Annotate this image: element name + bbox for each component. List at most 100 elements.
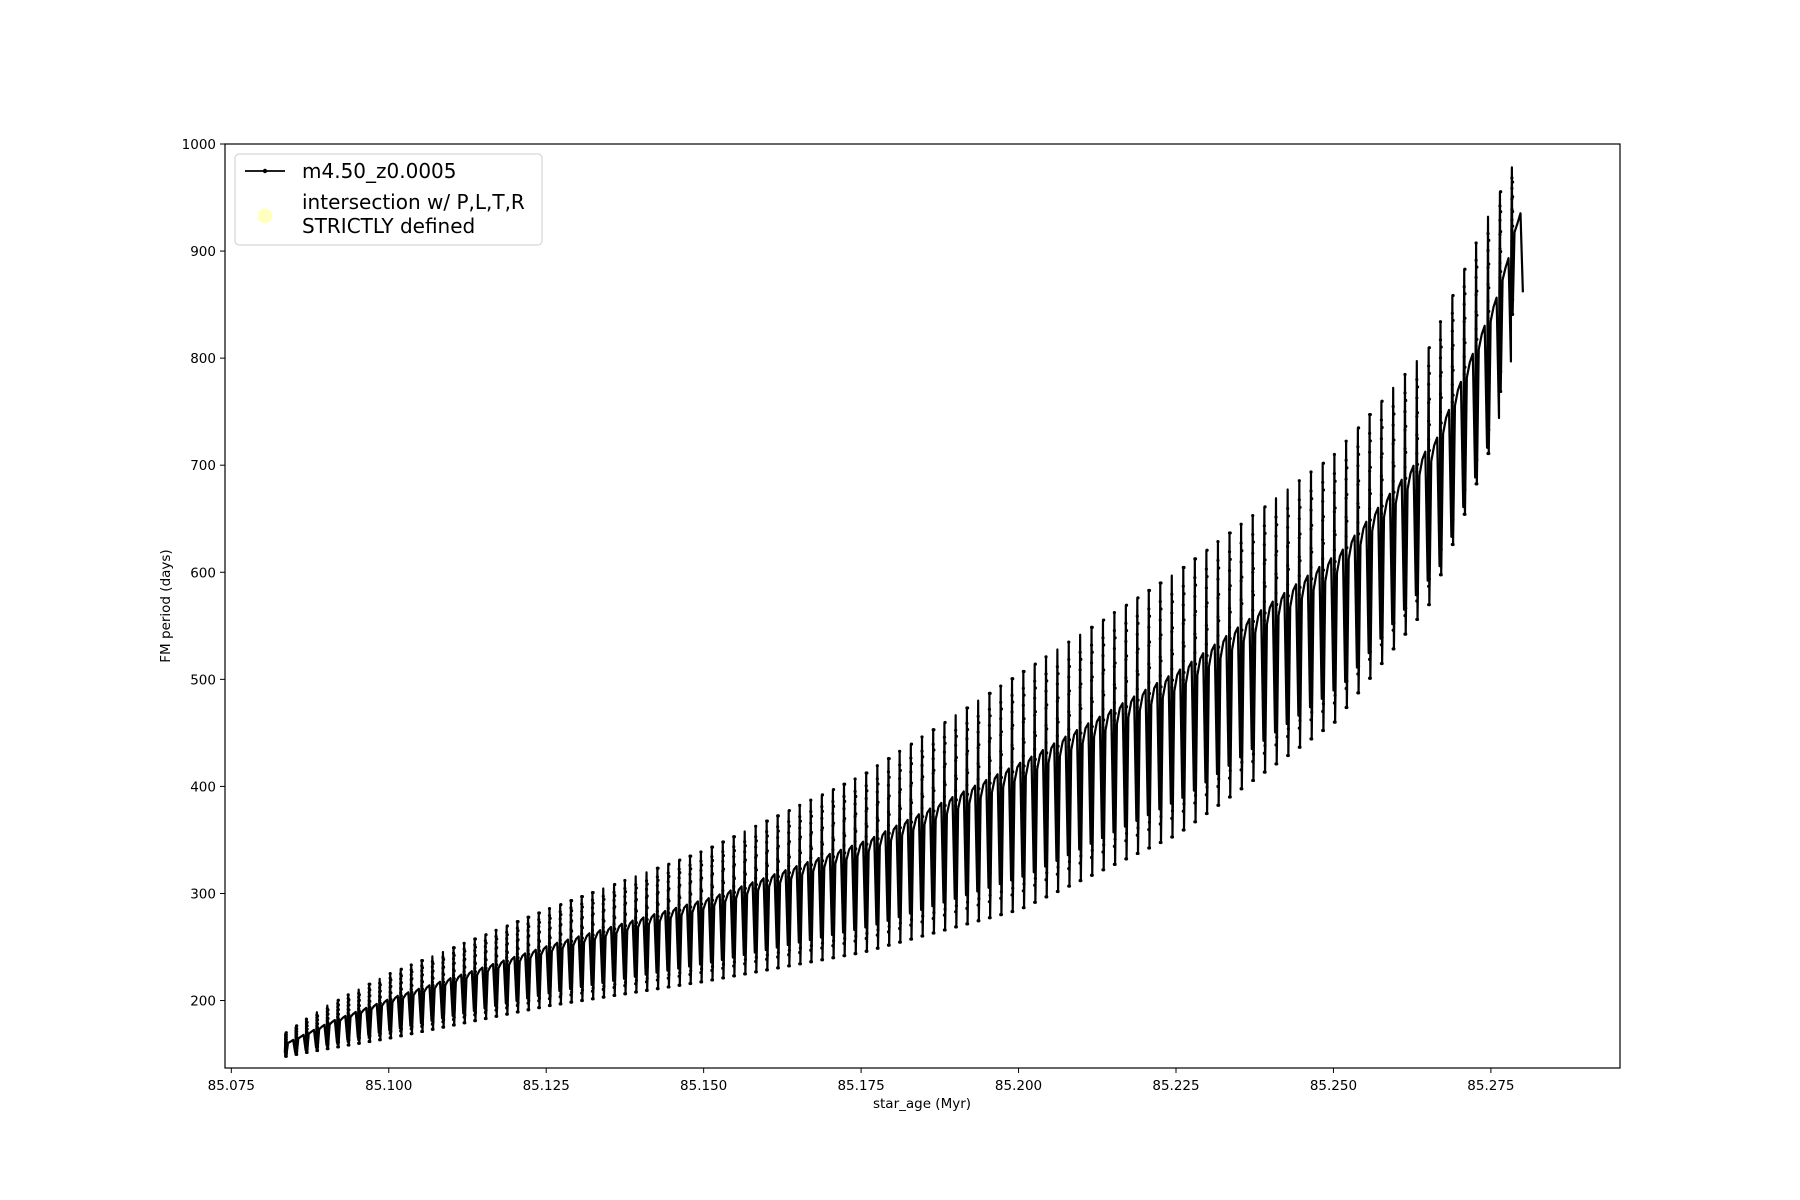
data-point bbox=[831, 932, 835, 936]
data-point bbox=[410, 1011, 414, 1015]
data-point bbox=[688, 872, 692, 876]
data-point bbox=[954, 774, 958, 778]
data-point bbox=[1450, 453, 1454, 458]
data-point bbox=[1010, 860, 1014, 864]
data-point bbox=[1101, 850, 1105, 854]
data-point bbox=[1498, 304, 1502, 308]
data-point bbox=[1251, 684, 1255, 688]
data-point bbox=[1124, 694, 1128, 698]
data-point bbox=[452, 1000, 456, 1004]
data-point bbox=[909, 784, 913, 788]
data-point bbox=[864, 822, 868, 826]
data-point bbox=[623, 984, 627, 988]
data-point bbox=[1182, 828, 1186, 832]
data-point bbox=[1089, 714, 1094, 718]
data-point bbox=[537, 992, 541, 996]
data-point bbox=[1462, 442, 1466, 446]
data-point bbox=[1112, 808, 1116, 813]
data-point bbox=[809, 879, 814, 883]
data-point bbox=[1147, 794, 1152, 799]
data-point bbox=[1310, 710, 1314, 714]
data-point bbox=[1498, 218, 1502, 222]
data-point bbox=[1182, 592, 1186, 596]
data-point bbox=[754, 839, 758, 843]
data-point bbox=[1310, 550, 1314, 554]
data-point bbox=[613, 882, 617, 887]
data-point bbox=[357, 993, 361, 997]
data-point bbox=[612, 954, 616, 958]
data-point bbox=[548, 984, 552, 988]
data-point bbox=[526, 955, 530, 959]
data-point bbox=[347, 1023, 351, 1027]
data-point bbox=[853, 827, 857, 831]
data-point bbox=[886, 783, 891, 787]
data-point bbox=[887, 812, 891, 817]
data-point bbox=[1033, 662, 1037, 666]
data-point bbox=[1298, 745, 1302, 749]
data-point bbox=[1404, 502, 1408, 506]
data-point bbox=[1332, 701, 1336, 705]
data-point bbox=[898, 845, 902, 849]
data-point bbox=[1045, 703, 1049, 707]
data-point bbox=[559, 932, 563, 936]
data-point bbox=[875, 790, 879, 794]
y-tick-label: 800 bbox=[190, 351, 216, 367]
data-point bbox=[570, 1000, 574, 1004]
data-point bbox=[505, 955, 509, 960]
data-point bbox=[515, 932, 519, 937]
data-point bbox=[965, 706, 970, 710]
data-point bbox=[378, 989, 382, 993]
data-point bbox=[831, 908, 835, 912]
data-point bbox=[678, 983, 682, 987]
data-point bbox=[999, 864, 1003, 868]
data-point bbox=[1045, 679, 1049, 683]
data-point bbox=[765, 904, 769, 908]
data-point bbox=[548, 1003, 552, 1008]
data-point bbox=[399, 991, 403, 995]
data-point bbox=[1078, 738, 1082, 742]
data-point bbox=[347, 1008, 351, 1012]
data-point bbox=[754, 926, 758, 930]
data-point bbox=[357, 1036, 361, 1040]
data-point bbox=[1498, 361, 1502, 365]
data-point bbox=[1239, 749, 1243, 753]
data-point bbox=[1262, 581, 1266, 585]
data-point bbox=[710, 921, 714, 925]
data-point bbox=[547, 997, 552, 1001]
data-point bbox=[987, 723, 992, 728]
data-point bbox=[1033, 866, 1037, 870]
data-point bbox=[721, 956, 725, 961]
data-point bbox=[999, 749, 1003, 753]
data-point bbox=[1227, 757, 1232, 761]
data-point bbox=[1067, 710, 1071, 714]
data-point bbox=[1391, 460, 1395, 465]
data-point bbox=[864, 873, 868, 877]
data-point bbox=[494, 959, 498, 963]
data-point bbox=[347, 1013, 351, 1017]
data-point bbox=[776, 966, 780, 970]
data-point bbox=[842, 892, 846, 897]
data-point bbox=[1021, 804, 1025, 809]
data-point bbox=[787, 864, 791, 868]
data-point bbox=[1193, 557, 1198, 561]
data-point bbox=[689, 905, 693, 909]
data-point bbox=[1228, 610, 1232, 614]
data-point bbox=[1147, 772, 1151, 777]
data-point bbox=[842, 843, 846, 848]
data-point bbox=[887, 924, 891, 929]
data-point bbox=[954, 758, 958, 763]
data-point bbox=[1450, 311, 1454, 315]
data-point bbox=[1022, 693, 1026, 697]
data-point bbox=[1263, 505, 1267, 509]
data-point bbox=[441, 998, 445, 1002]
data-point bbox=[1297, 669, 1301, 673]
data-point bbox=[1021, 720, 1025, 724]
data-point bbox=[987, 787, 992, 792]
data-point bbox=[776, 955, 780, 959]
data-point bbox=[1463, 488, 1467, 492]
data-point bbox=[977, 897, 981, 901]
data-point bbox=[965, 737, 969, 741]
data-point bbox=[527, 924, 531, 929]
data-point bbox=[898, 926, 902, 931]
legend-box bbox=[234, 153, 543, 246]
